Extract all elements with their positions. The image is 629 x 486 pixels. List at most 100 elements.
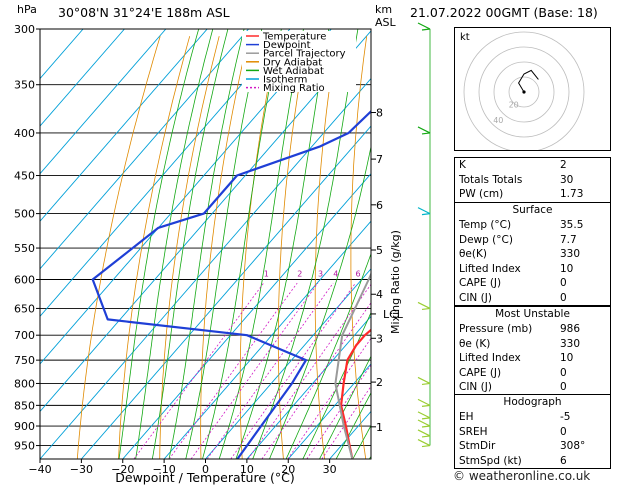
wind-barb [417,376,431,386]
hodograph-stats-title: Hodograph [503,396,562,408]
km-tick-label: 2 [376,376,383,389]
isotherm-line [205,268,371,459]
mixing-ratio-label: 3 [318,269,323,278]
most-unstable-panel: Most Unstable Pressure (mb) 986 θe (K) 330… [454,306,611,396]
wet-adiabat-line [135,29,214,459]
km-label: km [375,3,392,16]
mixing-ratio-label: 6 [355,269,360,278]
hodograph-trace [518,69,539,93]
mixing-ratio-line [306,364,371,459]
dry-adiabat-line [314,36,338,459]
mixing-ratio-label: 1 [264,269,269,278]
hodograph-unit-label: kt [460,32,470,43]
legend-item-label: Parcel Trajectory [263,49,346,60]
pressure-tick-label: 950 [14,440,35,453]
asl-label: ASL [375,16,397,29]
isotherm-line [40,29,332,365]
wet-adiabat-line [202,29,282,459]
wet-adiabat-line [285,252,371,459]
temperature-profile [340,328,371,459]
km-tick-label: 7 [376,153,383,166]
x-axis-title: Dewpoint / Temperature (°C) [115,470,294,485]
pressure-tick-label: 750 [14,354,35,367]
wet-adiabat-line [218,29,304,459]
isotherm-line [287,363,371,459]
hodograph-origin [522,90,526,94]
wind-barb [417,411,431,420]
legend-item-label: Dry Adiabat [263,57,322,68]
isotherm-line [40,29,84,80]
hodograph-ring [493,61,555,123]
location-header: 30°08'N 31°24'E 188m ASL [58,5,230,20]
mixing-ratio-line [247,283,371,459]
legend-item-label: Mixing Ratio [263,83,325,94]
hodograph-box: kt 20 40 [454,27,611,153]
mixing-ratio-label: 8 [372,269,377,278]
pressure-tick-label: 650 [14,302,35,315]
pressure-tick-label: 550 [14,242,35,255]
hodograph-stats-row: SREH 0 [459,425,567,438]
mixing-ratio-line [230,282,356,459]
surface-row: Lifted Index 10 [459,262,574,275]
temperature-tick-label: −20 [111,463,134,476]
most-unstable-row: θe (K) 330 [459,337,581,350]
isotherm-line [246,315,371,459]
hodograph-ring [508,76,540,108]
hodograph-stats-row: EH -5 [459,411,571,423]
wind-barb [417,398,431,407]
wet-adiabat-line [335,391,371,459]
wet-adiabat-line [319,355,371,459]
legend-item-label: Wet Adiabat [263,66,324,77]
pressure-tick-label: 450 [14,170,35,183]
hodograph-ring [478,46,570,138]
index-row-totals: Totals Totals 30 [459,173,574,186]
dry-adiabat-line [419,36,448,459]
hodograph-ring-label: 20 [509,100,519,109]
km-tick-label: 3 [376,332,383,345]
wind-barb [417,126,431,135]
wet-adiabat-line [302,311,371,459]
hodograph: kt 20 40 [460,31,585,153]
dewpoint-profile [91,109,371,459]
km-tick-label: 5 [376,244,383,257]
dry-adiabat-line [200,36,250,459]
pressure-tick-label: 800 [14,377,35,390]
wind-barb [417,419,431,428]
mixing-ratio-line [133,282,264,459]
legend-background [242,31,356,92]
temperature-tick-label: −30 [70,463,93,476]
surface-row: CIN (J) 0 [459,291,567,304]
wind-barb [417,22,431,31]
dry-adiabat-line [239,36,279,459]
isotherm-line [122,172,371,459]
pressure-tick-label: 300 [14,23,35,36]
isotherm-line [40,30,371,413]
wind-barb [417,439,431,448]
hodograph-stats-panel: Hodograph EH -5 SREH 0 StmDir 308° StmSpd (… [454,394,611,469]
km-tick-label: 8 [376,107,383,120]
wet-adiabat-line [118,29,200,459]
wind-barb [417,429,431,438]
legend-item-label: Dewpoint [263,40,311,51]
surface-row: CAPE (J) 0 [459,277,567,289]
wet-adiabat-line [235,29,330,459]
mixing-ratio-line [287,337,371,459]
mixing-ratio-line [261,302,371,459]
surface-row: Temp (°C) 35.5 [459,219,584,231]
hpa-label: hPa [17,3,37,16]
mixing-ratio-label: 25 [439,269,449,278]
temperature-tick-label: 20 [281,463,295,476]
lcl-label: LCL [383,308,404,321]
datetime-header: 21.07.2022 00GMT (Base: 18) [410,5,598,20]
mixing-ratio-line [321,385,371,459]
hodograph-stats-row: StmSpd (kt) 6 [459,454,567,467]
legend-item-label: Isotherm [263,75,307,86]
surface-row: θe(K) 330 [459,248,581,260]
dry-adiabat-line [118,36,191,459]
pressure-tick-label: 600 [14,273,35,286]
isotherm-line [40,29,167,175]
index-row-pw: PW (cm) 1.73 [459,188,584,200]
